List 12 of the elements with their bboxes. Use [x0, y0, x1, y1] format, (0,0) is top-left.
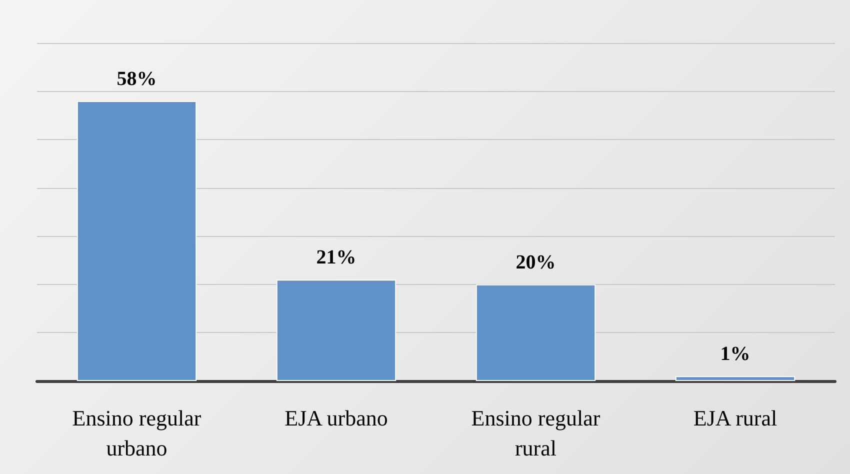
data-label: 21% [316, 246, 356, 269]
bar [76, 100, 197, 381]
x-tick-label: EJA urbano [284, 406, 388, 430]
x-tick-label: Ensino regular rural [471, 406, 601, 460]
bar [476, 284, 596, 381]
data-label: 1% [720, 343, 750, 366]
bar [675, 376, 796, 381]
x-tick-label: Ensino regular urbano [72, 406, 202, 460]
x-tick-label: EJA rural [693, 406, 778, 430]
bar [276, 280, 396, 381]
data-label: 20% [516, 251, 556, 274]
data-label: 58% [116, 68, 157, 90]
